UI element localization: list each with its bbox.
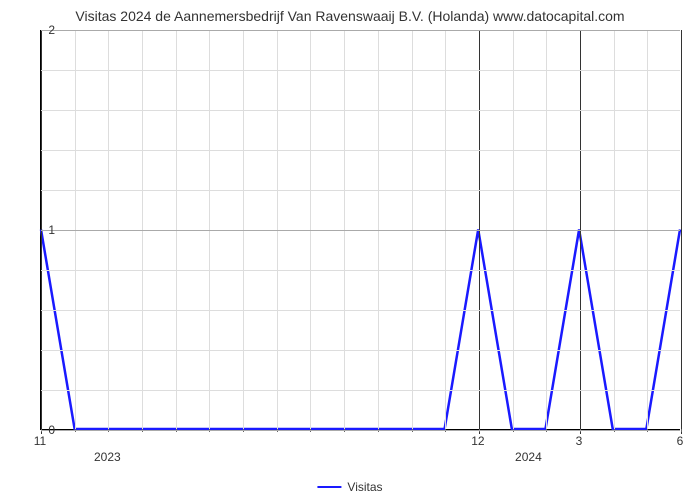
y-axis-label: 0 <box>48 423 55 437</box>
grid-line-h-minor <box>41 70 680 71</box>
grid-line-h-minor <box>41 190 680 191</box>
grid-line-h-minor <box>41 390 680 391</box>
grid-line-h-minor <box>41 150 680 151</box>
plot-area <box>40 30 680 430</box>
chart-title: Visitas 2024 de Aannemersbedrijf Van Rav… <box>0 0 700 24</box>
grid-line-h-major <box>41 30 680 31</box>
grid-line-h-major <box>41 230 680 231</box>
grid-line-v-major <box>681 30 682 429</box>
x-tick-minor <box>681 429 682 432</box>
x-axis-major-label: 6 <box>677 434 684 448</box>
x-axis-major-label: 3 <box>576 434 583 448</box>
legend-label: Visitas <box>347 480 382 494</box>
x-axis-major-label: 12 <box>471 434 484 448</box>
y-axis-label: 2 <box>48 23 55 37</box>
legend-swatch <box>317 486 341 488</box>
y-axis-label: 1 <box>48 223 55 237</box>
grid-line-h-minor <box>41 110 680 111</box>
grid-line-h-minor <box>41 350 680 351</box>
grid-line-h-major <box>41 430 680 431</box>
data-series-line <box>41 230 680 430</box>
x-axis-year-label: 2024 <box>515 450 542 464</box>
x-axis-year-label: 2023 <box>94 450 121 464</box>
legend: Visitas <box>317 480 382 494</box>
chart-container: Visitas 2024 de Aannemersbedrijf Van Rav… <box>0 0 700 500</box>
grid-line-h-minor <box>41 310 680 311</box>
grid-line-h-minor <box>41 270 680 271</box>
x-axis-major-label: 11 <box>34 434 46 448</box>
